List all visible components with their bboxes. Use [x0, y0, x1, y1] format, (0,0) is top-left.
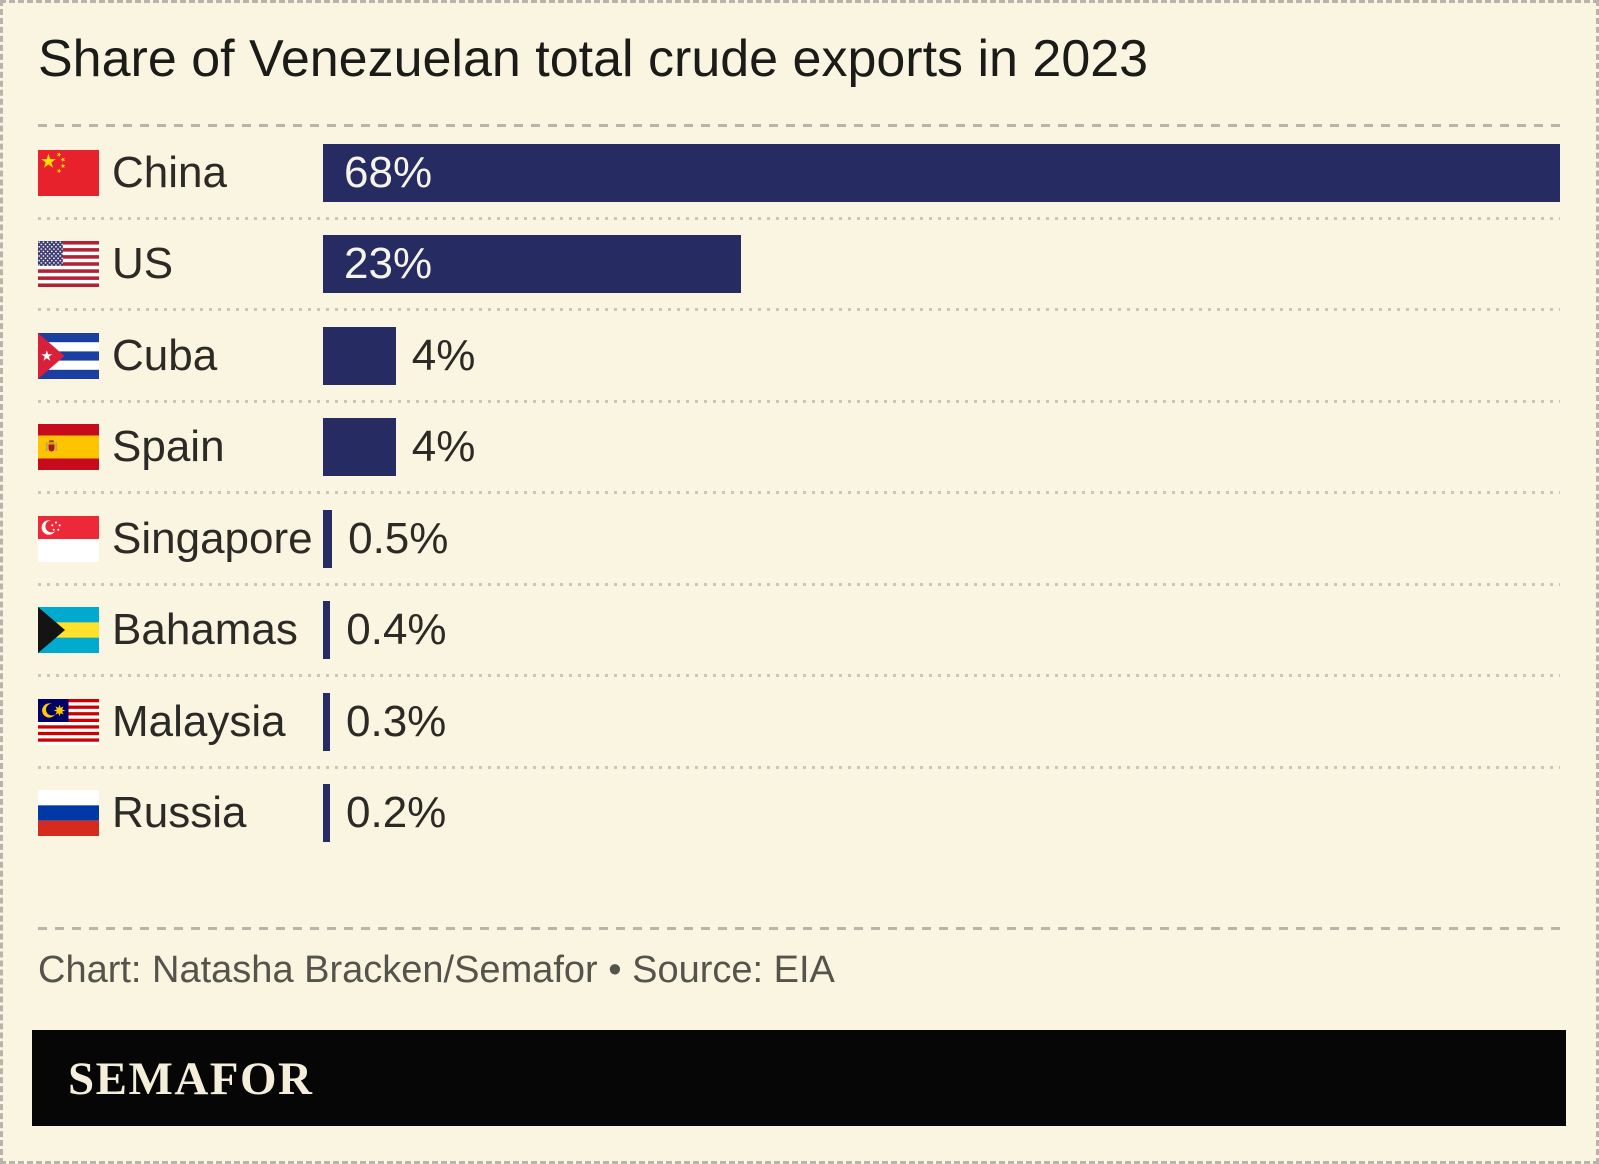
bar-track: 23%: [323, 235, 1560, 294]
value-bar-us: 23%: [323, 235, 742, 294]
country-label-bahamas: Bahamas: [112, 605, 298, 655]
bar-chart: China 68% US 23% Cuba 4%: [38, 127, 1560, 859]
header: Share of Venezuelan total crude exports …: [38, 3, 1560, 124]
value-label-bahamas: 0.4%: [346, 605, 447, 655]
value-bar-malaysia: [323, 692, 330, 751]
country-label-singapore: Singapore: [112, 513, 313, 563]
us-flag-icon: [38, 241, 99, 288]
chart-row-singapore: Singapore 0.5%: [38, 493, 1560, 585]
value-bar-singapore: [323, 509, 333, 568]
value-label-russia: 0.2%: [346, 788, 447, 838]
value-bar-cuba: [323, 326, 396, 385]
russia-flag-icon: [38, 790, 99, 837]
bar-track: 0.2%: [323, 784, 1560, 843]
bar-track: 4%: [323, 418, 1560, 477]
malaysia-flag-icon: [38, 698, 99, 745]
bar-track: 0.3%: [323, 692, 1560, 751]
china-flag-icon: [38, 149, 99, 196]
country-label-russia: Russia: [112, 788, 247, 838]
chart-row-us: US 23%: [38, 219, 1560, 311]
value-bar-russia: [323, 784, 330, 843]
chart-row-china: China 68%: [38, 127, 1560, 219]
chart-row-cuba: Cuba 4%: [38, 310, 1560, 402]
chart-row-malaysia: Malaysia 0.3%: [38, 676, 1560, 768]
bar-track: 0.5%: [323, 509, 1560, 568]
credit-line: Chart: Natasha Bracken/Semafor • Source:…: [38, 949, 835, 991]
country-label-cuba: Cuba: [112, 330, 218, 380]
chart-title: Share of Venezuelan total crude exports …: [38, 30, 1149, 88]
chart-row-bahamas: Bahamas 0.4%: [38, 585, 1560, 677]
bar-track: 0.4%: [323, 601, 1560, 660]
country-label-spain: Spain: [112, 422, 225, 472]
bar-track: 68%: [323, 143, 1560, 202]
cuba-flag-icon: [38, 332, 99, 379]
chart-row-russia: Russia 0.2%: [38, 768, 1560, 860]
semafor-banner: SEMAFOR: [32, 1030, 1566, 1126]
singapore-flag-icon: [38, 515, 99, 562]
value-label-spain: 4%: [411, 422, 476, 472]
country-label-malaysia: Malaysia: [112, 696, 286, 746]
value-bar-china: 68%: [323, 143, 1560, 202]
bar-track: 4%: [323, 326, 1560, 385]
value-bar-bahamas: [323, 601, 331, 660]
header-divider: [38, 124, 1560, 127]
spain-flag-icon: [38, 424, 99, 471]
country-label-us: US: [112, 239, 174, 289]
semafor-logo: SEMAFOR: [68, 1053, 314, 1105]
value-bar-spain: [323, 418, 396, 477]
footer-divider: [38, 927, 1560, 930]
country-label-china: China: [112, 147, 227, 197]
value-label-us: 23%: [344, 239, 433, 289]
value-label-singapore: 0.5%: [348, 513, 449, 563]
chart-row-spain: Spain 4%: [38, 402, 1560, 494]
bahamas-flag-icon: [38, 607, 99, 654]
value-label-cuba: 4%: [411, 330, 476, 380]
value-label-china: 68%: [344, 147, 433, 197]
value-label-malaysia: 0.3%: [346, 696, 447, 746]
